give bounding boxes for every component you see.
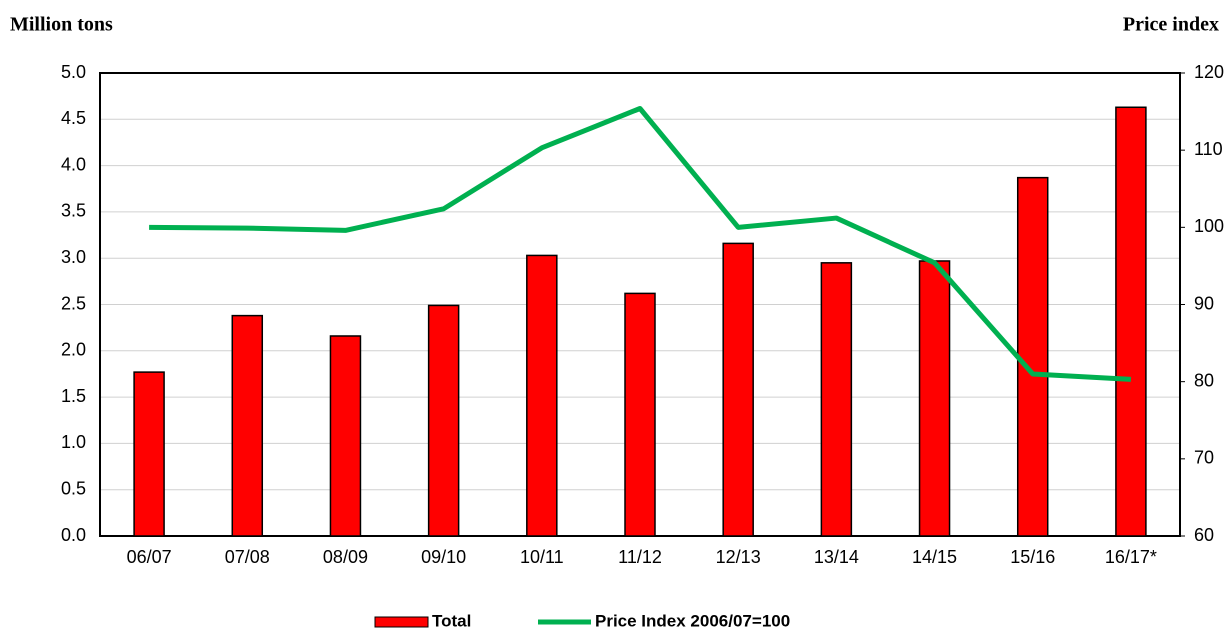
bar xyxy=(526,254,558,537)
y2-tick-label: 60 xyxy=(1194,525,1214,545)
y-tick-label: 0.0 xyxy=(61,525,86,545)
y-tick-label: 4.0 xyxy=(61,154,86,174)
y-tick-label: 2.5 xyxy=(61,293,86,313)
bar xyxy=(1115,106,1147,537)
y-tick-label: 1.5 xyxy=(61,386,86,406)
legend-swatch xyxy=(374,616,429,628)
y2-tick-label: 120 xyxy=(1194,62,1224,82)
y-tick-label: 1.0 xyxy=(61,432,86,452)
y-tick-label: 2.0 xyxy=(61,340,86,360)
y2-tick-label: 90 xyxy=(1194,293,1214,313)
y-tick-label: 3.0 xyxy=(61,247,86,267)
legend-label: Price Index 2006/07=100 xyxy=(595,611,790,630)
x-tick-label: 10/11 xyxy=(520,547,564,567)
y2-tick-label: 100 xyxy=(1194,216,1224,236)
bar xyxy=(722,242,754,537)
y2-tick-label: 70 xyxy=(1194,448,1214,468)
x-tick-label: 16/17* xyxy=(1105,547,1157,567)
bar xyxy=(329,335,362,537)
x-tick-label: 11/12 xyxy=(618,547,662,567)
x-tick-label: 07/08 xyxy=(225,547,270,567)
x-tick-label: 09/10 xyxy=(421,547,466,567)
y-tick-label: 4.5 xyxy=(61,108,86,128)
y-axis-title: Million tons xyxy=(10,14,113,36)
x-tick-label: 06/07 xyxy=(127,547,172,567)
bar xyxy=(918,260,951,537)
x-tick-label: 13/14 xyxy=(814,547,859,567)
line xyxy=(149,105,1132,382)
bar xyxy=(1016,176,1049,537)
legend-label: Total xyxy=(432,611,471,630)
bar xyxy=(133,371,165,537)
bar xyxy=(820,262,853,537)
bar xyxy=(427,304,460,537)
y-tick-label: 3.5 xyxy=(61,201,86,221)
x-tick-label: 08/09 xyxy=(323,547,368,567)
y-tick-label: 0.5 xyxy=(61,478,86,498)
x-tick-label: 12/13 xyxy=(716,547,761,567)
y2-tick-label: 80 xyxy=(1194,370,1214,390)
bar xyxy=(231,314,264,537)
x-tick-label: 15/16 xyxy=(1010,547,1055,567)
y2-axis-title: Price index xyxy=(1123,14,1219,36)
bar xyxy=(624,292,656,537)
x-tick-label: 14/15 xyxy=(912,547,957,567)
y2-tick-label: 110 xyxy=(1194,139,1223,159)
y-tick-label: 5.0 xyxy=(61,62,86,82)
